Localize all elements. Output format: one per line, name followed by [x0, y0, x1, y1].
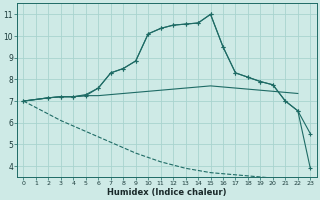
X-axis label: Humidex (Indice chaleur): Humidex (Indice chaleur): [107, 188, 227, 197]
